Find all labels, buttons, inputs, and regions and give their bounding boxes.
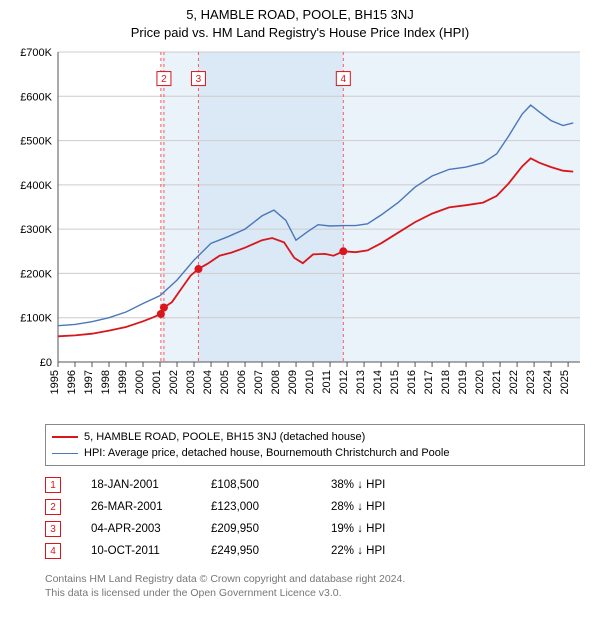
svg-text:£400K: £400K <box>20 180 52 192</box>
svg-text:£0: £0 <box>40 357 52 369</box>
svg-text:£300K: £300K <box>20 224 52 236</box>
chart-area: £0 £100K £200K £300K £400K £500K £600K £700K 199… <box>10 46 590 416</box>
sale-date: 18-JAN-2001 <box>91 479 211 491</box>
sale-price: £108,500 <box>211 479 331 491</box>
svg-text:2013: 2013 <box>355 370 367 394</box>
svg-text:2008: 2008 <box>270 370 282 394</box>
sale-diff: 22% ↓ HPI <box>331 545 451 557</box>
svg-text:2011: 2011 <box>321 370 333 394</box>
svg-text:3: 3 <box>196 74 202 85</box>
legend-row-hpi: HPI: Average price, detached house, Bour… <box>52 445 578 461</box>
attribution: Contains HM Land Registry data © Crown c… <box>45 572 585 600</box>
svg-text:2017: 2017 <box>423 370 435 394</box>
legend: 5, HAMBLE ROAD, POOLE, BH15 3NJ (detache… <box>45 424 585 466</box>
sale-diff: 38% ↓ HPI <box>331 479 451 491</box>
svg-text:£100K: £100K <box>20 313 52 325</box>
legend-row-property: 5, HAMBLE ROAD, POOLE, BH15 3NJ (detache… <box>52 429 578 445</box>
svg-text:£600K: £600K <box>20 91 52 103</box>
svg-text:2007: 2007 <box>253 370 265 394</box>
svg-text:1995: 1995 <box>49 370 61 394</box>
sale-diff: 19% ↓ HPI <box>331 523 451 535</box>
svg-text:2006: 2006 <box>236 370 248 394</box>
svg-text:2: 2 <box>161 74 167 85</box>
legend-label-hpi: HPI: Average price, detached house, Bour… <box>84 445 449 461</box>
sale-marker-box: 3 <box>45 521 61 537</box>
svg-text:2000: 2000 <box>134 370 146 394</box>
chart-title: 5, HAMBLE ROAD, POOLE, BH15 3NJ <box>5 7 595 22</box>
svg-text:1999: 1999 <box>117 370 129 394</box>
svg-text:4: 4 <box>341 74 347 85</box>
svg-text:2009: 2009 <box>287 370 299 394</box>
svg-text:2019: 2019 <box>457 370 469 394</box>
sales-row: 2 26-MAR-2001£123,00028% ↓ HPI <box>45 496 585 518</box>
sale-date: 04-APR-2003 <box>91 523 211 535</box>
svg-text:2004: 2004 <box>202 370 214 394</box>
svg-text:2012: 2012 <box>338 370 350 394</box>
svg-text:£700K: £700K <box>20 47 52 59</box>
sale-price: £123,000 <box>211 501 331 513</box>
svg-text:£200K: £200K <box>20 268 52 280</box>
svg-text:2025: 2025 <box>559 370 571 394</box>
svg-text:2024: 2024 <box>542 370 554 394</box>
svg-text:2015: 2015 <box>389 370 401 394</box>
svg-text:2002: 2002 <box>168 370 180 394</box>
sales-row: 3 04-APR-2003£209,95019% ↓ HPI <box>45 518 585 540</box>
sale-price: £209,950 <box>211 523 331 535</box>
sales-row: 1 18-JAN-2001£108,50038% ↓ HPI <box>45 474 585 496</box>
svg-text:1996: 1996 <box>66 370 78 394</box>
chart-subtitle: Price paid vs. HM Land Registry's House … <box>5 25 595 40</box>
svg-text:1997: 1997 <box>83 370 95 394</box>
attribution-line1: Contains HM Land Registry data © Crown c… <box>45 572 585 586</box>
svg-text:2005: 2005 <box>219 370 231 394</box>
svg-text:2003: 2003 <box>185 370 197 394</box>
svg-text:2023: 2023 <box>525 370 537 394</box>
svg-text:2018: 2018 <box>440 370 452 394</box>
legend-swatch-property <box>52 436 78 438</box>
legend-swatch-hpi <box>52 453 78 454</box>
sales-row: 4 10-OCT-2011£249,95022% ↓ HPI <box>45 540 585 562</box>
svg-text:2014: 2014 <box>372 370 384 394</box>
svg-text:£500K: £500K <box>20 136 52 148</box>
sale-marker-box: 2 <box>45 499 61 515</box>
sale-diff: 28% ↓ HPI <box>331 501 451 513</box>
svg-text:2010: 2010 <box>304 370 316 394</box>
sale-date: 26-MAR-2001 <box>91 501 211 513</box>
attribution-line2: This data is licensed under the Open Gov… <box>45 586 585 600</box>
sale-date: 10-OCT-2011 <box>91 545 211 557</box>
legend-label-property: 5, HAMBLE ROAD, POOLE, BH15 3NJ (detache… <box>84 429 365 445</box>
price-chart-svg: £0 £100K £200K £300K £400K £500K £600K £700K 199… <box>10 46 590 416</box>
svg-text:2001: 2001 <box>151 370 163 394</box>
svg-text:1998: 1998 <box>100 370 112 394</box>
svg-text:2021: 2021 <box>491 370 503 394</box>
sale-price: £249,950 <box>211 545 331 557</box>
sale-marker-box: 4 <box>45 543 61 559</box>
svg-text:2020: 2020 <box>474 370 486 394</box>
sales-table: 1 18-JAN-2001£108,50038% ↓ HPI 2 26-MAR-200… <box>45 474 585 562</box>
svg-text:2016: 2016 <box>406 370 418 394</box>
svg-text:2022: 2022 <box>508 370 520 394</box>
sale-marker-box: 1 <box>45 477 61 493</box>
